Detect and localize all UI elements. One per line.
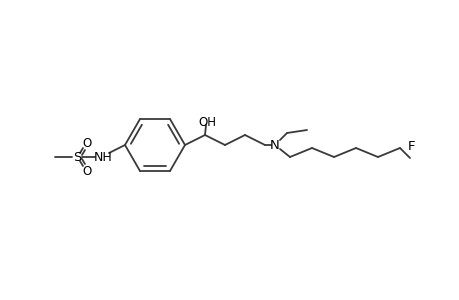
Text: S: S: [73, 151, 81, 164]
Text: F: F: [408, 140, 415, 152]
Text: OH: OH: [197, 116, 216, 128]
Text: O: O: [82, 136, 91, 149]
Text: NH: NH: [94, 151, 112, 164]
Text: N: N: [269, 139, 279, 152]
Text: O: O: [82, 164, 91, 178]
